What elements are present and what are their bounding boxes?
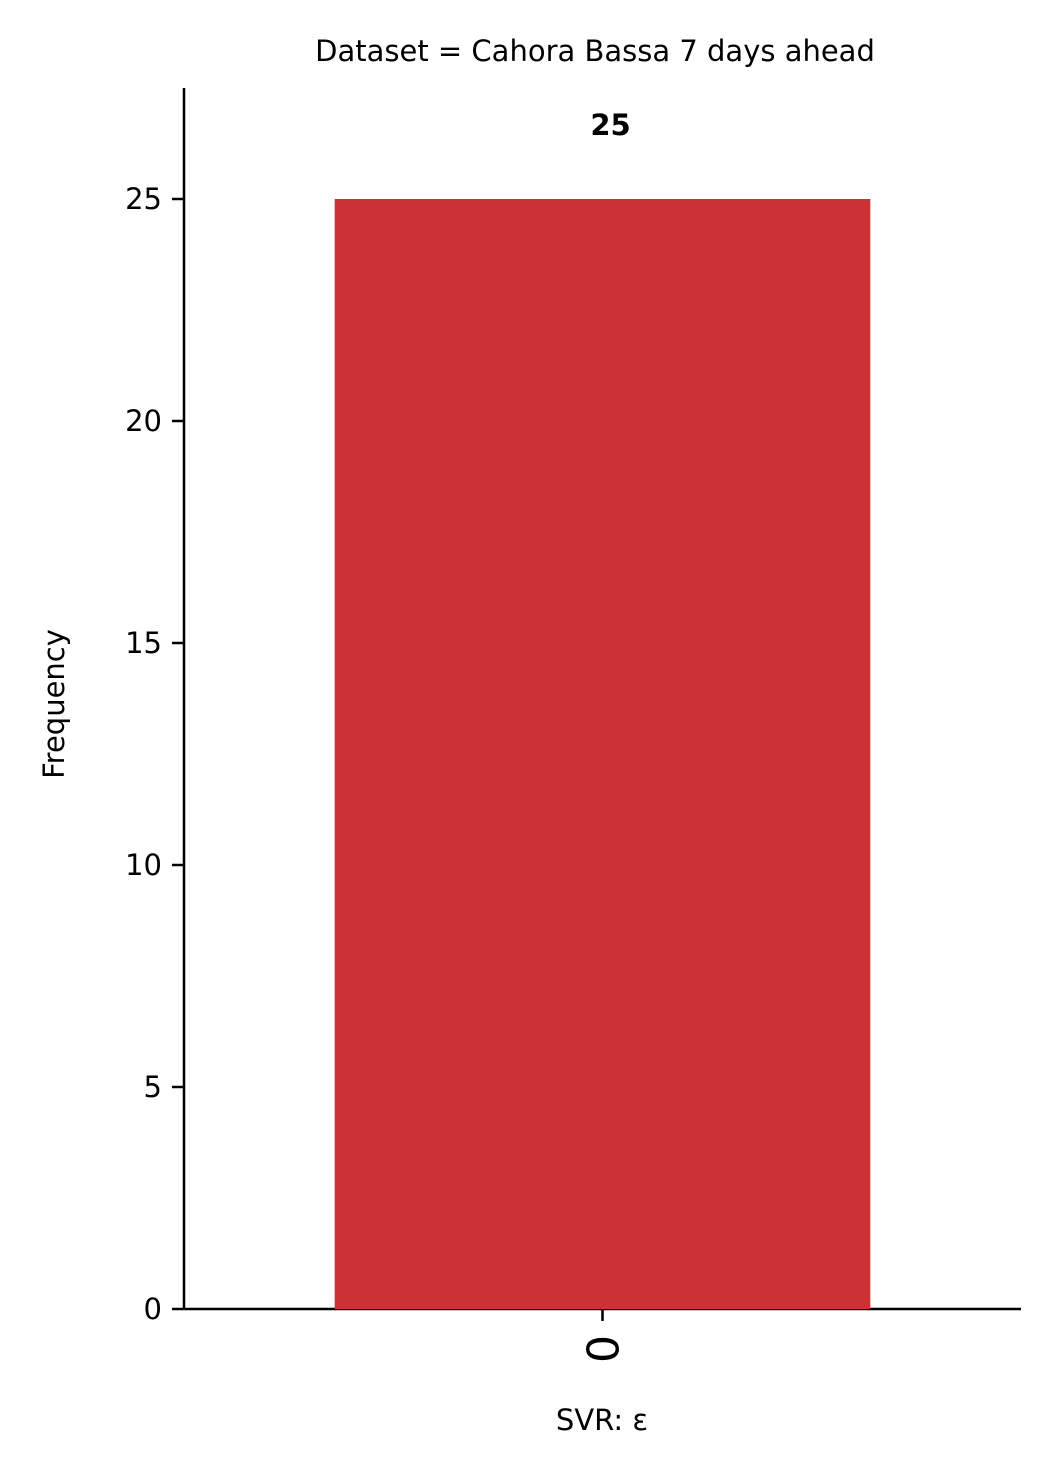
y-tick-label: 25: [125, 182, 162, 216]
chart-title: Dataset = Cahora Bassa 7 days ahead: [315, 34, 875, 68]
y-axis-label: Frequency: [37, 629, 71, 779]
y-tick-label: 20: [125, 404, 162, 438]
y-axis: 0 5 10 15 20 25: [125, 88, 186, 1326]
bar-0: [334, 199, 871, 1309]
y-tick-label: 0: [144, 1292, 162, 1326]
y-tick-label: 5: [144, 1070, 162, 1104]
data-labels: 25: [590, 108, 630, 142]
bar-value-label: 25: [590, 108, 630, 142]
x-axis-label: SVR: ε: [556, 1403, 648, 1437]
y-tick-label: 10: [125, 848, 162, 882]
bars: [334, 199, 871, 1309]
y-tick-label: 15: [125, 626, 162, 660]
x-tick-label: 0: [579, 1335, 630, 1363]
x-axis: 0: [184, 1307, 1021, 1363]
